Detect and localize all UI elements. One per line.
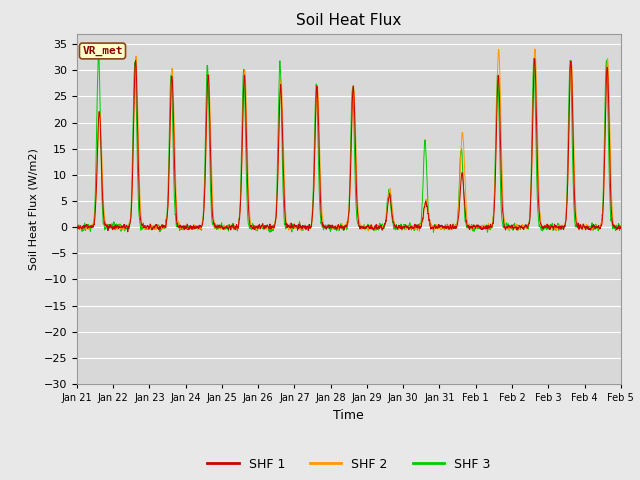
SHF 2	[412, 226, 419, 232]
SHF 2	[402, 226, 410, 232]
SHF 3	[225, 224, 233, 230]
SHF 1	[617, 224, 625, 230]
Title: Soil Heat Flux: Soil Heat Flux	[296, 13, 401, 28]
SHF 2	[617, 225, 625, 230]
SHF 3	[617, 224, 625, 229]
Y-axis label: Soil Heat Flux (W/m2): Soil Heat Flux (W/m2)	[28, 148, 38, 270]
SHF 1	[617, 224, 625, 229]
X-axis label: Time: Time	[333, 408, 364, 421]
SHF 3	[266, 229, 274, 235]
Line: SHF 1: SHF 1	[77, 59, 621, 232]
SHF 1	[566, 96, 573, 102]
SHF 2	[566, 108, 573, 114]
SHF 1	[412, 223, 419, 228]
SHF 3	[617, 223, 625, 229]
SHF 3	[95, 50, 102, 56]
SHF 1	[225, 225, 233, 231]
SHF 2	[225, 224, 232, 230]
SHF 2	[189, 225, 197, 230]
Line: SHF 2: SHF 2	[77, 49, 621, 231]
Text: VR_met: VR_met	[82, 46, 123, 56]
SHF 1	[531, 56, 539, 61]
SHF 1	[402, 224, 410, 229]
SHF 2	[531, 46, 539, 52]
SHF 1	[73, 224, 81, 230]
SHF 3	[189, 223, 197, 229]
SHF 1	[124, 229, 132, 235]
Legend: SHF 1, SHF 2, SHF 3: SHF 1, SHF 2, SHF 3	[202, 453, 495, 476]
SHF 3	[402, 223, 410, 229]
SHF 3	[73, 223, 81, 228]
SHF 2	[73, 226, 81, 231]
SHF 3	[412, 225, 419, 230]
SHF 2	[617, 225, 625, 230]
SHF 3	[566, 72, 573, 77]
SHF 1	[189, 223, 197, 228]
SHF 2	[415, 228, 423, 234]
Line: SHF 3: SHF 3	[77, 53, 621, 232]
